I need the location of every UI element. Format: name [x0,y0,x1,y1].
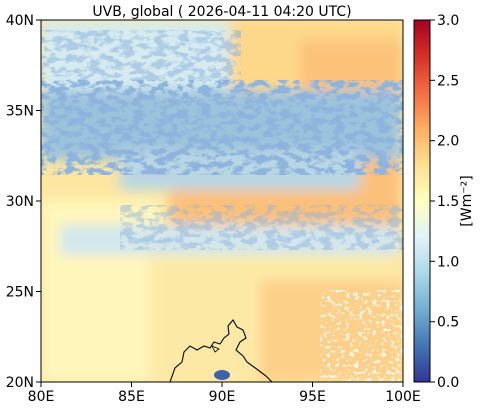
colorbar-scale [413,19,431,383]
colorbar-label: [Wm⁻²] [459,175,475,226]
uvb-field [41,20,403,382]
y-axis: 20N 25N 30N 35N 40N [6,13,41,391]
colorbar-tick-label: 2.0 [437,134,459,150]
coastline-island [211,345,220,353]
x-tick-label: 90E [209,389,236,405]
y-tick-label: 25N [6,285,34,301]
dark-cloud-spot [214,370,230,380]
x-tick-label: 85E [118,389,145,405]
coastline [169,319,273,382]
colorbar-tick-label: 1.0 [437,254,459,270]
x-axis: 80E 85E 90E 95E 100E [28,382,421,405]
colorbar-tick-label: 3.0 [437,13,459,29]
y-tick-label: 40N [6,13,34,29]
x-tick-label: 95E [299,389,326,405]
x-tick-label: 100E [385,389,421,405]
colorbar-tick-label: 1.5 [437,194,459,210]
colorbar-tick-label: 2.5 [437,73,459,89]
y-tick-label: 20N [6,375,34,391]
y-tick-label: 35N [6,104,34,120]
map-title: UVB, global ( 2026-04-11 04:20 UTC) [92,4,351,20]
colorbar-tick-label: 0.0 [437,375,459,391]
colorbar-tick-label: 0.5 [437,315,459,331]
colorbar: 0.0 0.5 1.0 1.5 2.0 2.5 3.0 [Wm⁻²] [413,13,475,391]
x-tick-label: 80E [28,389,55,405]
y-tick-label: 30N [6,194,34,210]
